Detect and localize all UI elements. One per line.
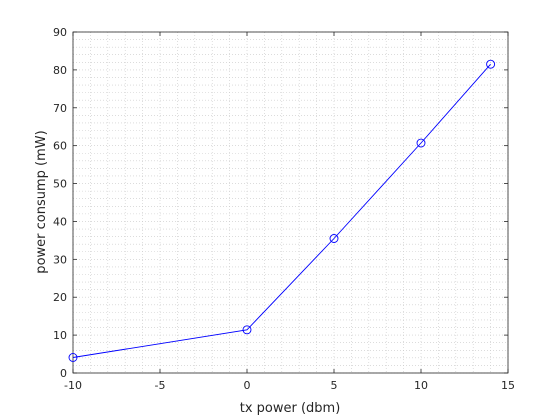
y-tick-label: 20 [53, 291, 67, 304]
y-tick-label: 10 [53, 329, 67, 342]
axis-ticks [72, 31, 509, 374]
x-tick-label: 5 [331, 379, 338, 392]
y-tick-label: 50 [53, 178, 67, 191]
minor-grid [72, 31, 509, 374]
x-tick-label: -10 [64, 379, 82, 392]
plot-area-border [72, 31, 509, 374]
y-tick-label: 70 [53, 102, 67, 115]
y-tick-label: 60 [53, 140, 67, 153]
data-point-marker [486, 59, 496, 69]
plot-area-background [73, 32, 508, 373]
x-tick-label: 10 [414, 379, 428, 392]
data-point-marker [416, 138, 426, 148]
y-tick-label: 30 [53, 253, 67, 266]
data-point-marker [242, 325, 252, 335]
x-axis-label: tx power (dbm) [240, 401, 341, 416]
x-tick-label: 0 [244, 379, 251, 392]
x-tick-labels: -10 -5 0 5 10 15 [64, 379, 515, 392]
y-tick-label: 80 [53, 64, 67, 77]
data-point-marker [68, 353, 78, 362]
y-tick-label: 0 [60, 367, 67, 380]
y-tick-labels: 0 10 20 30 40 50 60 70 80 90 [53, 26, 67, 380]
x-tick-label: -5 [155, 379, 166, 392]
y-tick-label: 90 [53, 26, 67, 39]
y-axis-label: power consump (mW) [34, 130, 49, 273]
data-series [68, 59, 496, 362]
series-line [72, 63, 491, 358]
data-point-marker [329, 234, 339, 243]
x-tick-label: 15 [501, 379, 515, 392]
y-tick-label: 40 [53, 215, 67, 228]
